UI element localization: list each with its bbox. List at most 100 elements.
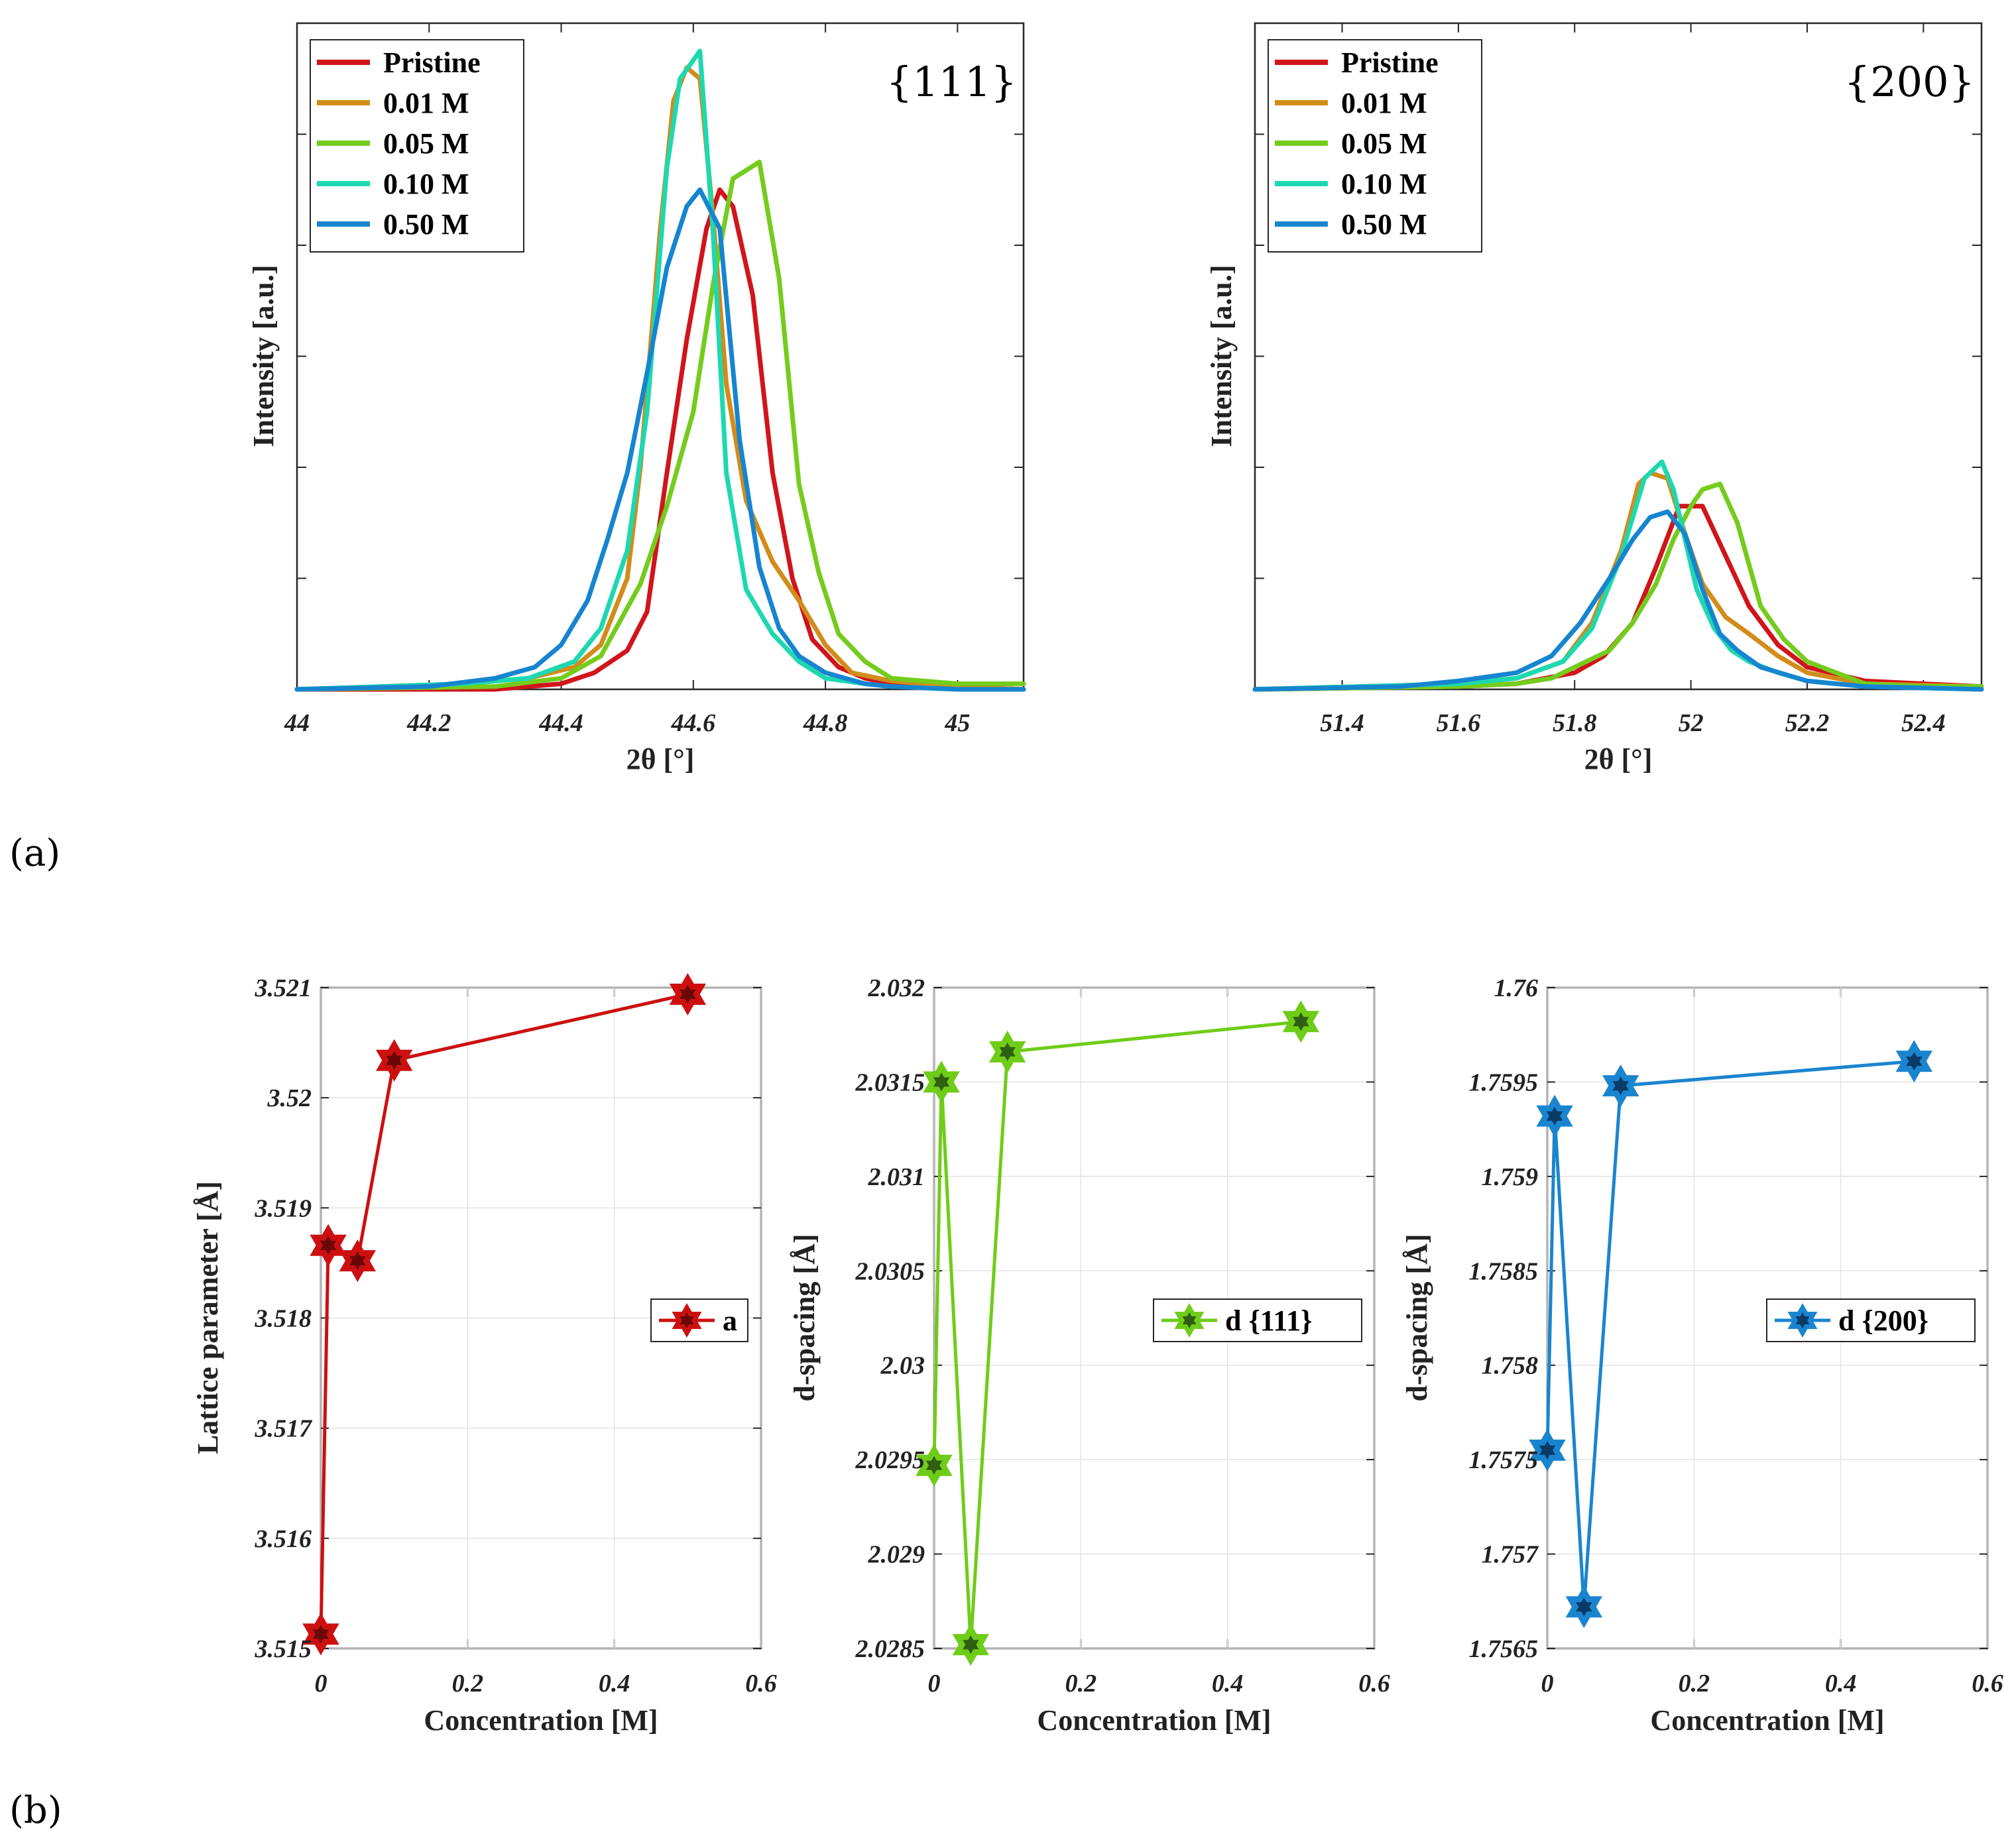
grid — [1255, 23, 1982, 689]
y-tick-label: 1.758 — [1482, 1352, 1539, 1380]
data-point-marker-core — [1546, 1106, 1563, 1125]
y-tick-labels: 1.7565 1.757 1.7575 1.758 1.7585 1.759 1.7595 1… — [1469, 974, 1540, 1663]
y-tick-label: 3.518 — [255, 1305, 312, 1333]
legend-label: 0.10 M — [1341, 168, 1427, 200]
x-axis-label: Concentration [M] — [1037, 1704, 1271, 1737]
y-tick-label: 2.029 — [868, 1541, 925, 1569]
x-tick-label: 52.4 — [1901, 709, 1946, 737]
x-tick-label: 0 — [928, 1670, 941, 1697]
legend: Pristine 0.01 M 0.05 M 0.10 M 0.50 M — [310, 39, 524, 253]
data-point-marker-core — [925, 1456, 943, 1475]
data-point-marker-core — [1293, 1012, 1309, 1031]
x-axis-label: 2θ [°] — [626, 743, 695, 776]
y-tick-label: 3.521 — [255, 974, 312, 1002]
panel-label-b: (b) — [9, 1789, 62, 1832]
legend: d {111} — [1153, 1298, 1362, 1342]
x-tick-label: 0.4 — [1212, 1670, 1244, 1697]
x-tick-label: 44.2 — [406, 709, 451, 737]
x-tick-label: 52.2 — [1785, 709, 1830, 737]
legend-label: 0.01 M — [383, 87, 469, 119]
x-tick-labels: 0 0.2 0.4 0.6 — [928, 1670, 1390, 1697]
legend-label: a — [723, 1304, 737, 1337]
x-tick-label: 44 — [284, 709, 310, 737]
data-point-marker-core — [963, 1635, 979, 1654]
grid — [933, 987, 1375, 1649]
series-line-c005 — [1252, 481, 1984, 692]
legend-label: 0.05 M — [1341, 127, 1427, 160]
y-tick-labels: 3.515 3.516 3.517 3.518 3.519 3.52 3.521 — [255, 974, 314, 1663]
y-axis-label: d-spacing [Å] — [788, 1234, 821, 1401]
y-axis-label: Intensity [a.u.] — [1205, 264, 1238, 447]
legend-label: d {200} — [1838, 1304, 1928, 1337]
y-tick-label: 2.031 — [868, 1163, 925, 1191]
grid — [296, 23, 1024, 689]
legend-label: 0.50 M — [1341, 208, 1427, 241]
lattice-parameter-plot: 0 0.2 0.4 0.6 3.515 3.516 3.517 3.518 3.519 3.52… — [192, 972, 777, 1737]
y-tick-label: 2.032 — [868, 974, 925, 1002]
y-tick-label: 3.516 — [255, 1525, 312, 1553]
legend-label: 0.01 M — [1341, 87, 1427, 119]
x-tick-labels: 0 0.2 0.4 0.6 — [315, 1670, 777, 1697]
xrd-200-plot: 51.4 51.6 51.8 52 52.2 52.4 2θ [°] Intensity … — [1205, 22, 1984, 776]
y-tick-label: 3.52 — [267, 1084, 312, 1112]
y-tick-label: 2.0295 — [855, 1446, 925, 1474]
x-tick-label: 0.4 — [599, 1670, 630, 1697]
panel-label-a: (a) — [9, 832, 60, 875]
x-tick-label: 51.6 — [1437, 709, 1481, 737]
y-tick-label: 2.03 — [880, 1352, 925, 1380]
chart-title: {111} — [886, 58, 1017, 106]
legend-marker-core — [1182, 1312, 1197, 1328]
x-axis-label: 2θ [°] — [1584, 743, 1653, 776]
x-tick-label: 44.8 — [803, 709, 848, 737]
series-group — [916, 1000, 1320, 1666]
series-group — [294, 48, 1026, 692]
x-tick-label: 0.2 — [452, 1670, 484, 1697]
y-tick-label: 1.7595 — [1469, 1068, 1539, 1096]
y-axis-label: Lattice parameter [Å] — [192, 1181, 224, 1454]
xrd-111-plot: 44 44.2 44.4 44.6 44.8 45 2θ [°] Intensity [a… — [247, 22, 1026, 776]
x-tick-label: 44.6 — [671, 709, 716, 737]
x-tick-label: 0.4 — [1825, 1670, 1857, 1697]
x-tick-label: 0.6 — [1972, 1670, 2003, 1697]
x-tick-label: 0 — [315, 1670, 327, 1697]
y-tick-label: 1.7565 — [1469, 1635, 1539, 1663]
y-tick-label: 1.76 — [1494, 974, 1539, 1002]
grid — [320, 987, 762, 1649]
x-tick-label: 45 — [944, 709, 970, 737]
legend-label: 0.50 M — [383, 208, 469, 241]
legend-label: 0.10 M — [383, 168, 469, 200]
grid — [1547, 987, 1988, 1649]
x-tick-label: 0 — [1541, 1670, 1554, 1697]
data-point-marker-core — [1539, 1440, 1556, 1460]
y-tick-label: 1.7585 — [1469, 1257, 1539, 1285]
y-tick-label: 1.7575 — [1469, 1446, 1539, 1474]
legend-marker-core — [1795, 1312, 1810, 1328]
y-tick-label: 2.0305 — [855, 1257, 925, 1285]
data-point-marker-core — [312, 1625, 329, 1644]
d200-spacing-plot: 0 0.2 0.4 0.6 1.75651.7571.75751.7581.75851… — [1401, 974, 2003, 1737]
x-tick-label: 51.8 — [1553, 709, 1597, 737]
series-group — [302, 972, 707, 1656]
y-axis-label: d-spacing [Å] — [1401, 1234, 1433, 1401]
data-point-marker-core — [999, 1042, 1016, 1061]
x-axis-label: Concentration [M] — [424, 1704, 658, 1737]
data-point-marker-core — [1576, 1597, 1592, 1617]
legend: d {200} — [1766, 1298, 1976, 1342]
data-point-marker-core — [680, 985, 696, 1004]
data-point-marker-core — [1612, 1076, 1629, 1096]
data-point-marker-core — [933, 1072, 950, 1092]
y-tick-label: 3.519 — [255, 1194, 312, 1222]
x-tick-label: 52 — [1679, 709, 1704, 737]
legend-marker-core — [680, 1312, 694, 1328]
legend: a — [650, 1298, 748, 1342]
y-tick-label: 2.0285 — [855, 1635, 925, 1663]
x-tick-label: 51.4 — [1320, 709, 1364, 737]
y-tick-label: 3.515 — [255, 1635, 312, 1663]
y-tick-label: 3.517 — [255, 1415, 314, 1443]
y-tick-labels: 2.0285 2.029 2.0295 2.03 2.0305 2.031 2.0315 2.… — [855, 974, 925, 1663]
series-group — [1529, 1040, 1933, 1629]
data-point-marker-core — [349, 1251, 366, 1271]
y-tick-label: 1.759 — [1482, 1163, 1539, 1191]
chart-title: {200} — [1844, 58, 1975, 106]
x-tick-label: 0.2 — [1679, 1670, 1710, 1697]
